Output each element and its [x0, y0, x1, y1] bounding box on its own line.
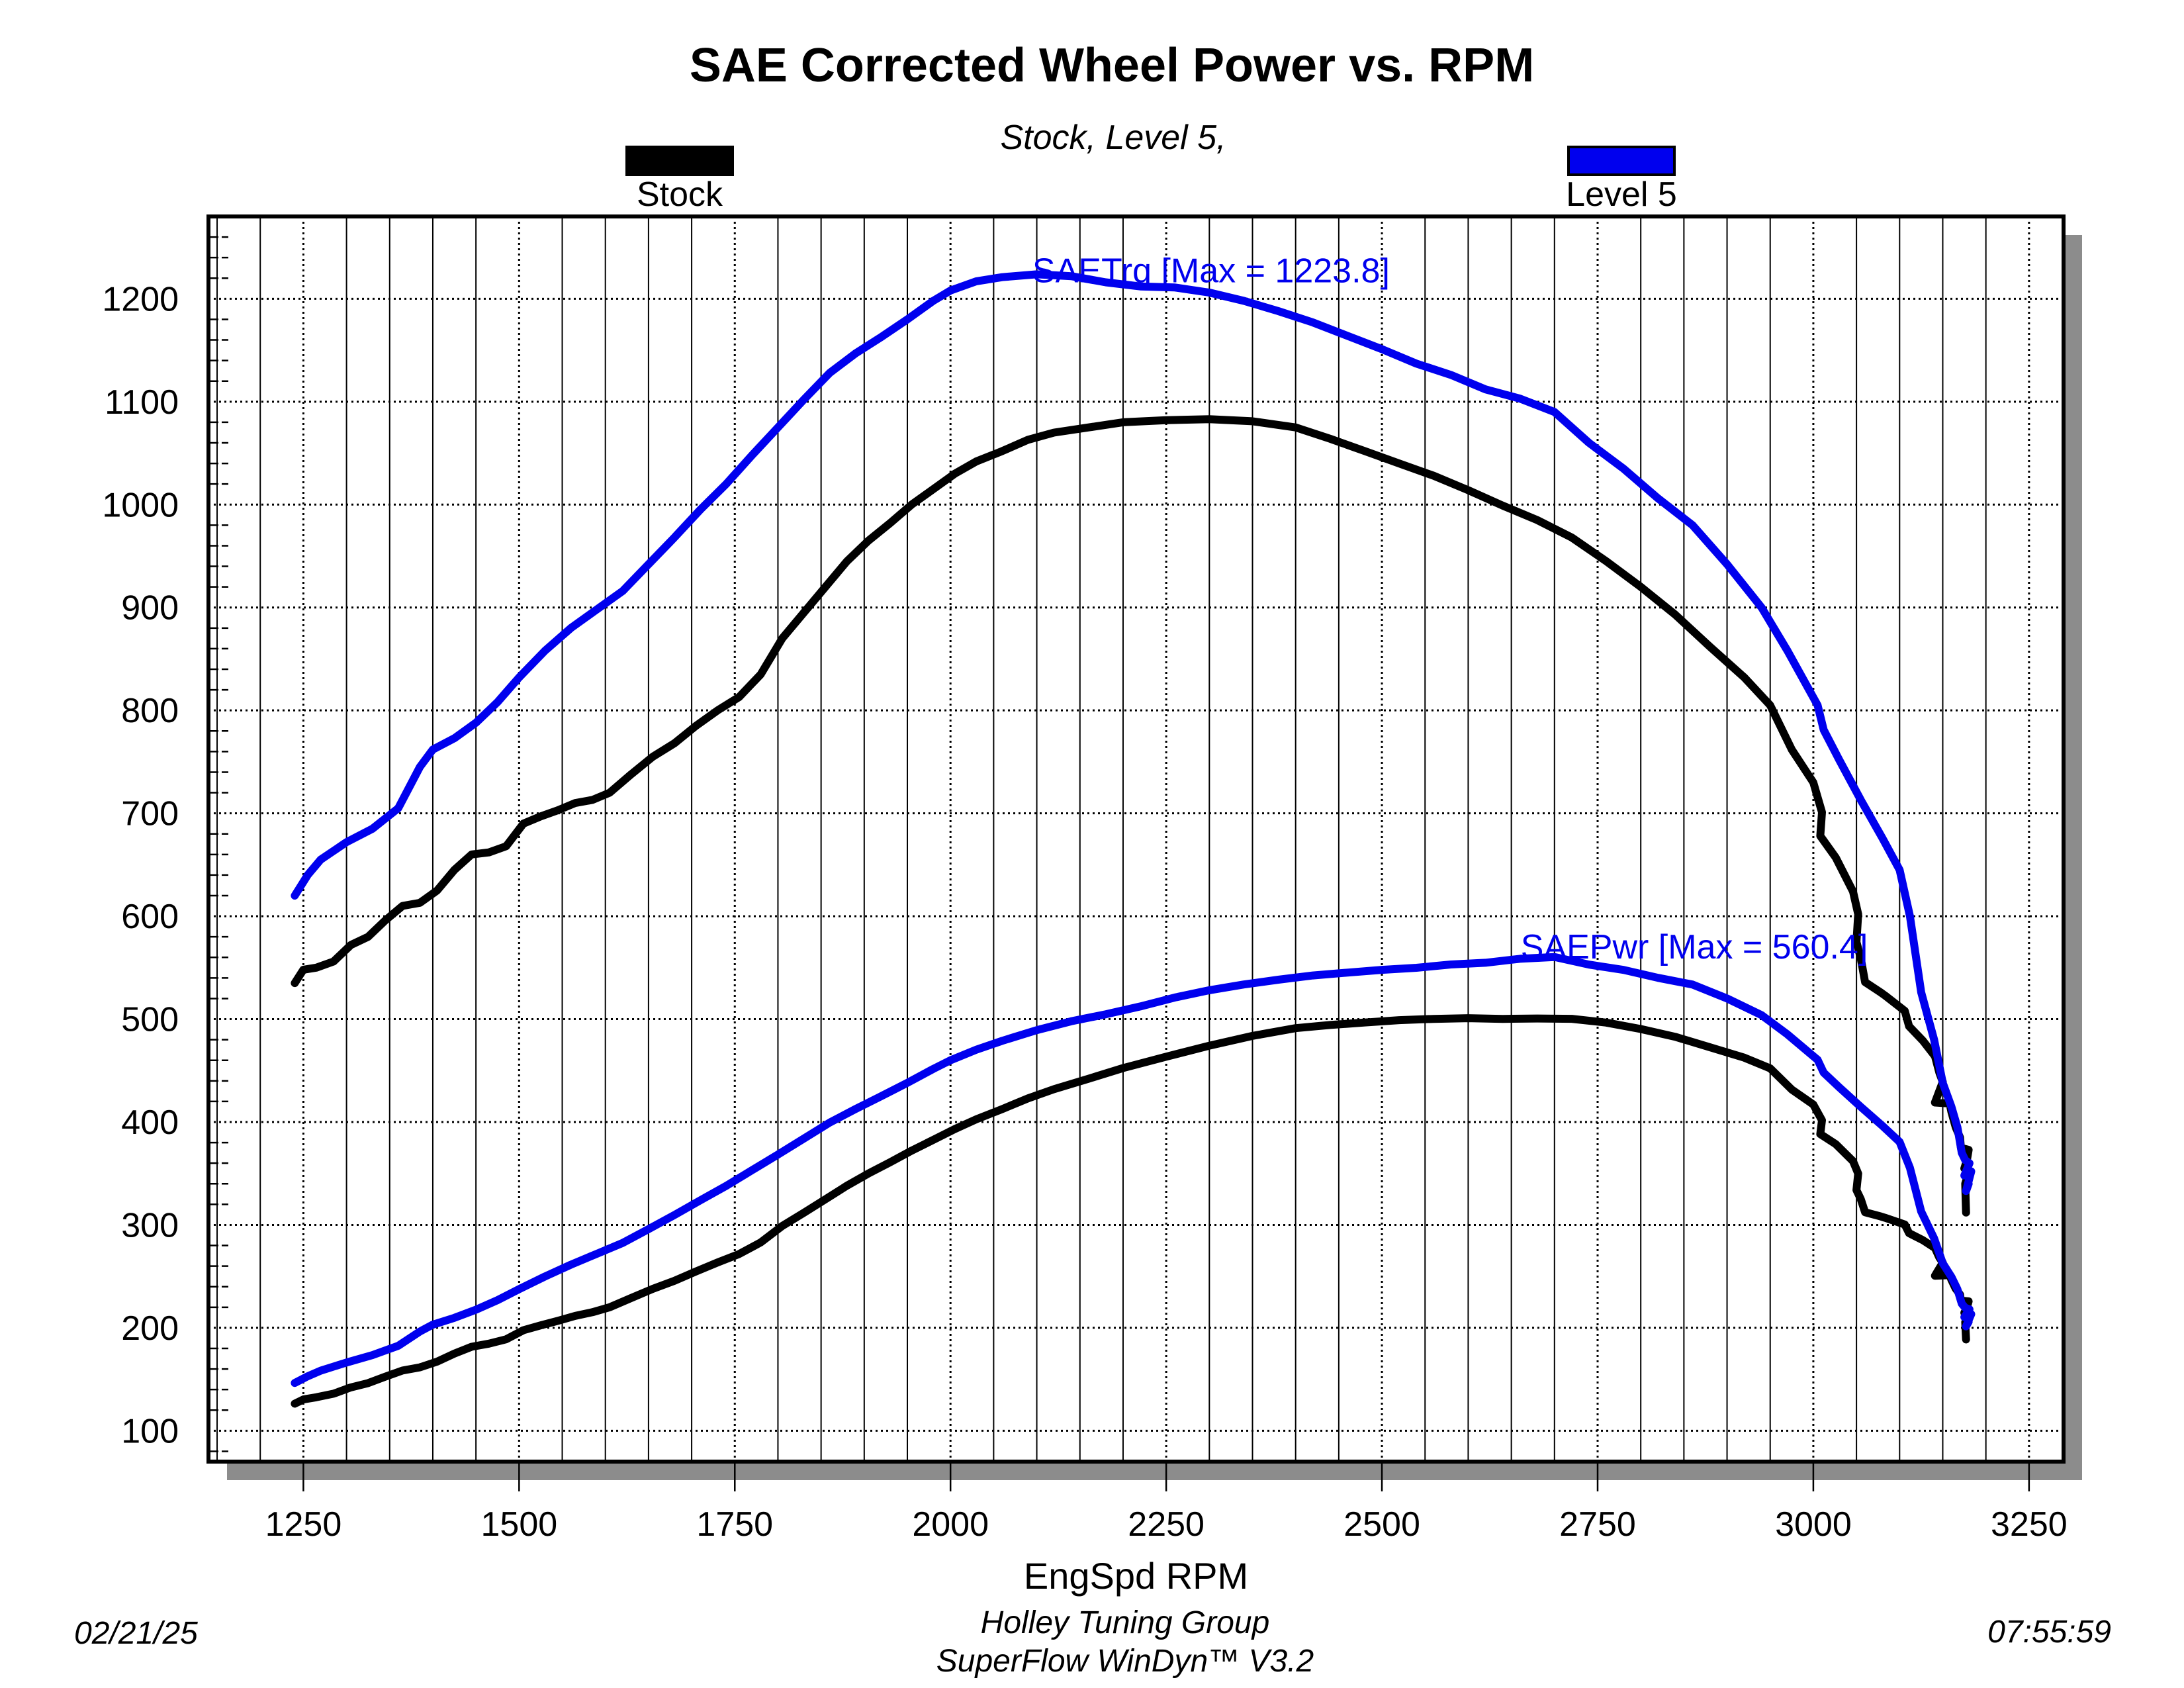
y-tick-label: 600 [121, 898, 179, 936]
tuning-group-credit: Holley Tuning Group [980, 1605, 1270, 1640]
plot-background [208, 216, 2064, 1462]
y-tick-label: 1200 [102, 280, 179, 318]
y-tick-label: 500 [121, 1001, 179, 1039]
curve-level5-power [291, 953, 1976, 1387]
legend-item-stock: Stock [625, 146, 734, 214]
plot-frame [206, 214, 2066, 1464]
x-tick-label: 2000 [912, 1505, 989, 1544]
x-tick-label: 2750 [1559, 1505, 1636, 1544]
x-tick-label: 2500 [1343, 1505, 1420, 1544]
report-time: 07:55:59 [1987, 1615, 2111, 1650]
y-tick-label: 200 [121, 1309, 179, 1348]
y-tick-label: 1100 [105, 383, 179, 422]
y-tick-label: 700 [121, 795, 179, 833]
level5-legend-label: Level 5 [1566, 175, 1677, 214]
stock-legend-label: Stock [636, 175, 723, 214]
x-tick-label: 3000 [1775, 1505, 1852, 1544]
curve-level5-torque [291, 270, 1976, 1196]
chart-title: SAE Corrected Wheel Power vs. RPM [689, 39, 1535, 92]
power-max-annotation: SAEPwr [Max = 560.4] [1521, 928, 1868, 966]
y-tick-label: 1000 [102, 486, 179, 524]
x-tick-label: 3250 [1991, 1505, 2068, 1544]
x-tick-label: 1500 [480, 1505, 557, 1544]
x-tick-label: 2250 [1128, 1505, 1205, 1544]
chart-subtitle: Stock, Level 5, [1000, 118, 1226, 157]
stock-color-swatch [625, 146, 734, 176]
y-tick-label: 900 [121, 589, 179, 628]
level5-color-swatch [1567, 146, 1676, 176]
x-tick-label: 1250 [265, 1505, 342, 1544]
legend-item-level5: Level 5 [1566, 146, 1677, 214]
torque-max-annotation: SAETrq [Max = 1223.8] [1032, 252, 1390, 290]
y-tick-label: 300 [121, 1206, 179, 1244]
curve-stock-torque [291, 415, 1973, 1217]
software-credit: SuperFlow WinDyn™ V3.2 [936, 1644, 1314, 1679]
x-tick-label: 1750 [696, 1505, 773, 1544]
y-tick-label: 800 [121, 692, 179, 730]
y-tick-label: 100 [121, 1412, 179, 1450]
report-date: 02/21/25 [74, 1616, 198, 1651]
y-tick-label: 400 [121, 1103, 179, 1142]
curve-stock-power [291, 1014, 1973, 1408]
x-axis-title: EngSpd RPM [1024, 1555, 1248, 1597]
